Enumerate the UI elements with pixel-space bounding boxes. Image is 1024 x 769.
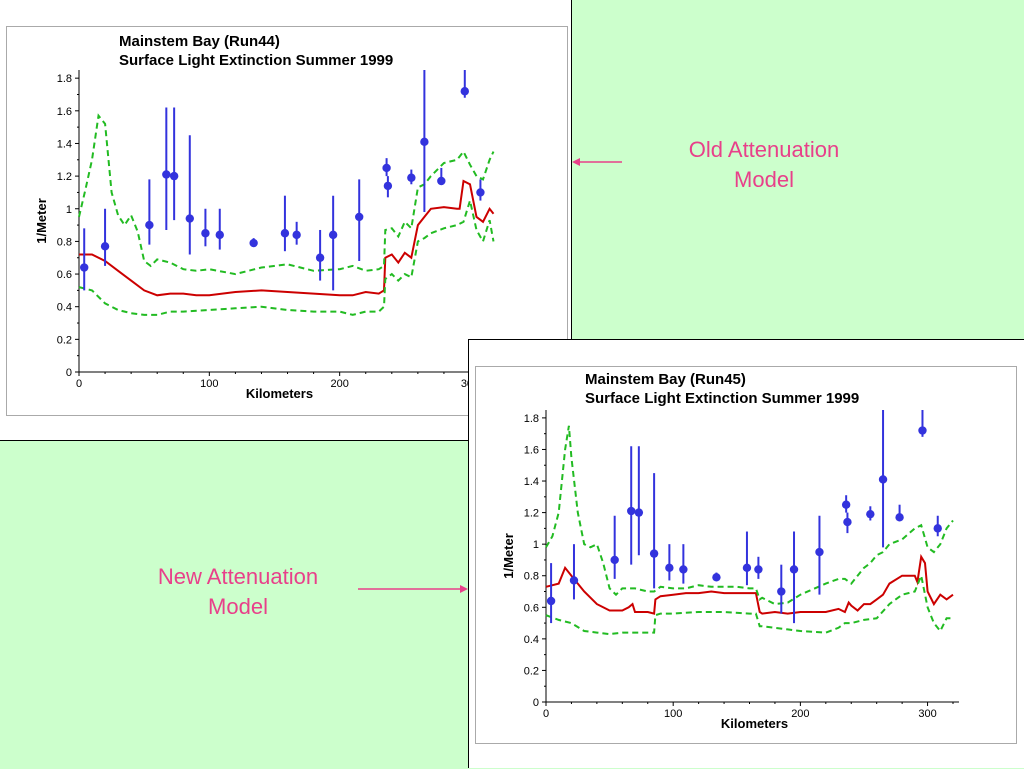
- observed-point: [712, 573, 721, 582]
- observed-point: [201, 229, 210, 238]
- envelope-line: [78, 113, 495, 276]
- observed-point: [280, 229, 290, 238]
- observed-point: [407, 173, 416, 182]
- y-axis-label: 1/Meter: [501, 533, 516, 579]
- observed-point: [315, 253, 325, 262]
- observed-point: [918, 426, 927, 435]
- observed-point: [328, 230, 338, 240]
- observed-point: [789, 565, 799, 574]
- observed-point: [866, 509, 875, 519]
- y-tick-label: 1: [533, 539, 539, 551]
- envelope-line: [78, 196, 495, 316]
- y-tick-label: 1.4: [57, 138, 72, 150]
- chart-title: Mainstem Bay (Run44): [119, 33, 280, 50]
- y-tick-label: 0.2: [524, 665, 539, 677]
- x-axis-label: Kilometers: [246, 386, 313, 401]
- y-tick-label: 0.2: [57, 334, 72, 346]
- observed-point: [460, 87, 469, 96]
- observed-point: [80, 263, 89, 272]
- x-tick-label: 100: [200, 378, 218, 390]
- new-model-arrow: [358, 585, 468, 593]
- observed-point: [145, 220, 154, 230]
- y-tick-label: 1.4: [524, 476, 539, 488]
- y-tick-label: 1.2: [57, 171, 72, 183]
- x-tick-label: 200: [330, 378, 348, 390]
- observed-point: [355, 212, 364, 222]
- observed-point: [569, 576, 579, 585]
- plot-area: [545, 410, 954, 636]
- observed-point: [634, 508, 644, 517]
- x-tick-label: 0: [76, 378, 82, 390]
- new-model-label-line1: New Attenuation: [157, 564, 319, 589]
- y-tick-label: 0.4: [57, 302, 72, 314]
- plot-area: [78, 70, 495, 316]
- observed-point: [679, 565, 688, 574]
- x-tick-label: 200: [791, 708, 809, 720]
- observed-point: [841, 500, 851, 509]
- observed-point: [933, 524, 942, 533]
- old-model-label-line2: Model: [734, 167, 794, 192]
- observed-point: [292, 230, 301, 240]
- observed-point: [382, 163, 391, 173]
- old-model-label-line1: Old Attenuation: [688, 137, 840, 162]
- model-line: [79, 179, 495, 297]
- model-line: [545, 553, 954, 615]
- observed-point: [878, 475, 888, 484]
- chart-plot-run44: 00.20.40.60.811.21.41.61.80100200300Kilo…: [34, 70, 495, 401]
- y-tick-label: 0.6: [57, 269, 72, 281]
- chart-subtitle: Surface Light Extinction Summer 1999: [119, 52, 394, 69]
- y-tick-label: 0.6: [524, 602, 539, 614]
- old-model-annotation: Old Attenuation Model: [664, 135, 864, 195]
- y-axis-label: 1/Meter: [34, 198, 49, 244]
- envelope-line: [545, 572, 953, 636]
- chart-panel-run45: Mainstem Bay (Run45) Surface Light Extin…: [468, 339, 1024, 768]
- envelope-line: [545, 425, 954, 606]
- x-tick-label: 100: [664, 708, 682, 720]
- y-tick-label: 1.6: [524, 444, 539, 456]
- chart-plot-run45: 0 0.2 0.4 0.6 0.8 1 1.2 1.4 1.6 1.8 0 100 200 300 Kilo…: [501, 410, 959, 731]
- observed-point: [185, 214, 194, 223]
- observed-point: [610, 555, 619, 565]
- chart-title: Mainstem Bay (Run45): [585, 371, 746, 388]
- new-model-annotation: New Attenuation Model: [138, 562, 338, 622]
- observed-point: [476, 188, 485, 197]
- observed-point: [546, 596, 556, 606]
- chart-subtitle: Surface Light Extinction Summer 1999: [585, 390, 860, 407]
- x-tick-label: 0: [543, 708, 549, 720]
- observed-point: [249, 238, 258, 248]
- observed-point: [843, 517, 852, 527]
- y-tick-label: 1.8: [524, 413, 539, 425]
- observed-point: [895, 513, 904, 522]
- observed-point: [665, 563, 674, 573]
- observed-point: [754, 565, 763, 574]
- chart-panel-run44: Mainstem Bay (Run44) Surface Light Extin…: [0, 0, 572, 441]
- observed-point: [742, 563, 752, 573]
- old-model-arrow: [572, 158, 622, 166]
- y-tick-label: 0.8: [57, 236, 72, 248]
- y-tick-label: 0.4: [524, 634, 539, 646]
- observed-point: [437, 176, 446, 186]
- observed-point: [215, 230, 224, 240]
- observed-point: [169, 171, 179, 181]
- observed-point: [420, 137, 429, 147]
- x-axis-label: Kilometers: [721, 716, 788, 731]
- observed-point: [383, 181, 393, 191]
- y-tick-label: 0.8: [524, 571, 539, 583]
- observed-point: [649, 549, 659, 558]
- new-model-label-line2: Model: [208, 594, 268, 619]
- y-tick-label: 1.8: [57, 73, 72, 85]
- observed-point: [815, 547, 824, 557]
- observed-point: [162, 170, 171, 179]
- y-tick-label: 0: [533, 697, 539, 709]
- observed-point: [777, 587, 786, 596]
- observed-point: [627, 506, 636, 516]
- observed-point: [100, 242, 110, 251]
- y-tick-label: 1: [66, 204, 72, 216]
- y-tick-label: 1.6: [57, 106, 72, 118]
- y-tick-label: 1.2: [524, 508, 539, 520]
- y-tick-label: 0: [66, 367, 72, 379]
- x-tick-label: 300: [918, 708, 936, 720]
